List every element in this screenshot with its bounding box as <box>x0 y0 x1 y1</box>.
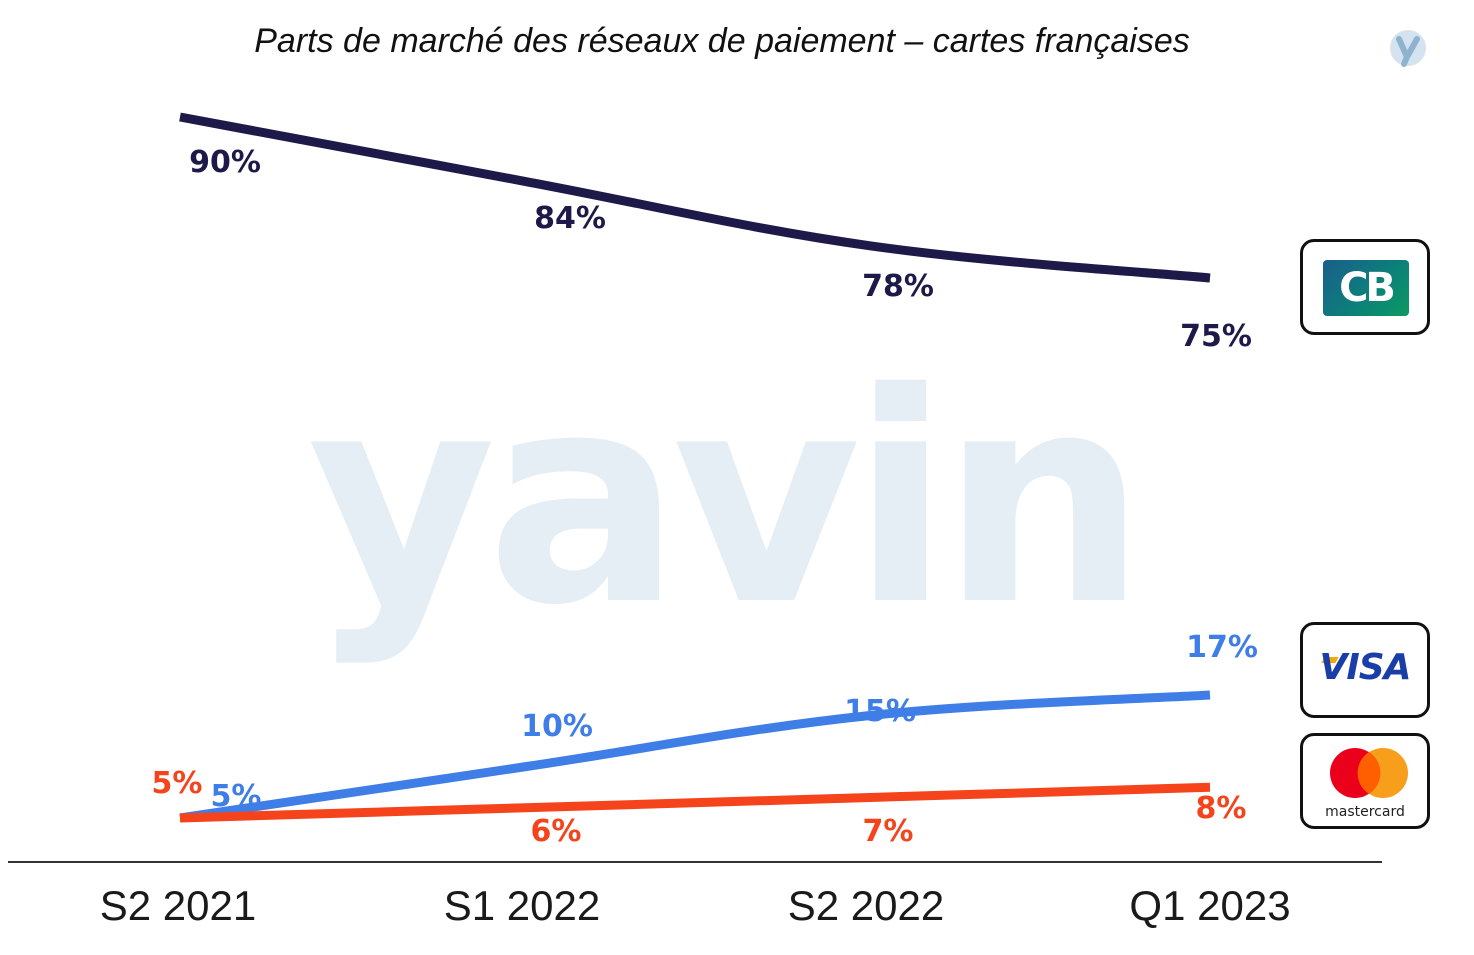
series-line-mastercard <box>179 782 1211 823</box>
data-label-visa: 5% <box>211 779 262 814</box>
data-label-visa: 17% <box>1186 630 1258 665</box>
chart-title: Parts de marché des réseaux de paiement … <box>254 22 1190 60</box>
data-label-visa: 10% <box>521 709 593 744</box>
data-label-mastercard: 5% <box>152 766 203 801</box>
x-tick-label: S2 2022 <box>788 882 944 929</box>
mastercard-circles-icon <box>1330 748 1408 798</box>
yavin-logo-icon <box>1390 30 1426 67</box>
visa-logo-text: VISA <box>1319 647 1411 688</box>
watermark-text: yavin <box>307 332 1137 669</box>
data-label-mastercard: 8% <box>1196 791 1247 826</box>
data-label-cb: 78% <box>862 269 934 304</box>
x-tick-label: Q1 2023 <box>1129 882 1290 929</box>
x-tick-label: S1 2022 <box>444 882 600 929</box>
visa-logo: VISA <box>1300 622 1430 718</box>
cb-logo-text: CB <box>1339 265 1396 311</box>
data-label-mastercard: 7% <box>863 814 914 849</box>
data-label-cb: 75% <box>1180 319 1252 354</box>
data-label-cb: 90% <box>189 145 261 180</box>
cb-logo: CB <box>1300 239 1430 335</box>
data-label-cb: 84% <box>534 201 606 236</box>
x-tick-label: S2 2021 <box>100 882 256 929</box>
data-label-visa: 15% <box>844 694 916 729</box>
mastercard-logo: mastercard <box>1300 733 1430 829</box>
mastercard-logo-text: mastercard <box>1325 804 1405 820</box>
series-line-cb <box>179 112 1211 283</box>
series-line-visa <box>179 690 1211 823</box>
data-label-mastercard: 6% <box>531 814 582 849</box>
